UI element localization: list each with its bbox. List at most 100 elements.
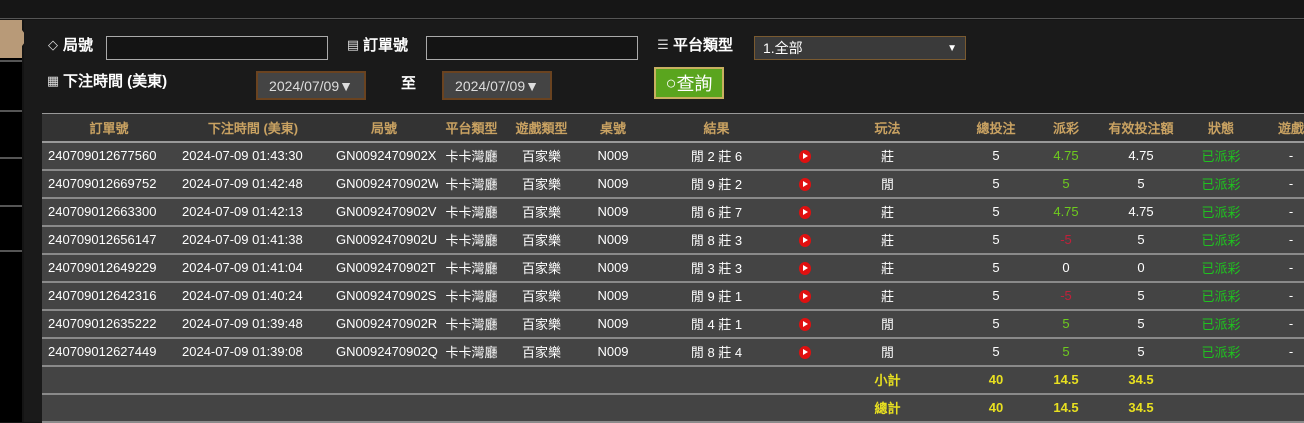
platform-type: 卡卡灣廳 <box>438 337 505 367</box>
bet-time: 2024-07-09 01:41:38 <box>176 225 330 255</box>
platform-select[interactable]: 1.全部 ▼ <box>754 36 966 60</box>
bet-option: 莊 <box>825 253 950 283</box>
table-row: 240709012677560 2024-07-09 01:43:30 GN0092… <box>42 141 1304 171</box>
table-row: 240709012635222 2024-07-09 01:39:48 GN0092… <box>42 309 1304 339</box>
date-from-picker[interactable]: 2024/07/09▼ <box>256 71 366 100</box>
valid-bet: 0 <box>1090 253 1192 283</box>
game-extra: - <box>1250 225 1304 255</box>
video-cell[interactable] <box>785 337 825 367</box>
valid-bet: 34.5 <box>1090 393 1192 423</box>
bet-option: 莊 <box>825 281 950 311</box>
video-cell[interactable] <box>785 141 825 171</box>
video-cell[interactable] <box>785 281 825 311</box>
video-cell[interactable] <box>785 169 825 199</box>
valid-bet: 34.5 <box>1090 365 1192 395</box>
play-video-icon[interactable] <box>799 206 811 220</box>
platform-type: 卡卡灣廳 <box>438 197 505 227</box>
video-cell[interactable] <box>785 309 825 339</box>
order-number: 240709012627449 <box>42 337 176 367</box>
game-type: 百家樂 <box>505 309 578 339</box>
order-input[interactable] <box>426 36 638 60</box>
empty-cell <box>505 365 578 395</box>
valid-bet: 4.75 <box>1090 197 1192 227</box>
empty-cell <box>1192 393 1250 423</box>
result: 閒 9 莊 1 <box>648 281 785 311</box>
column-header: 有效投注額 <box>1090 113 1192 143</box>
table-row: 240709012642316 2024-07-09 01:40:24 GN0092… <box>42 281 1304 311</box>
play-video-icon[interactable] <box>799 290 811 304</box>
order-number: 240709012635222 <box>42 309 176 339</box>
empty-cell <box>176 365 330 395</box>
top-bar <box>0 0 1304 19</box>
round-id: GN0092470902T <box>330 253 438 283</box>
video-cell[interactable] <box>785 225 825 255</box>
play-video-icon[interactable] <box>799 318 811 332</box>
play-video-icon[interactable] <box>799 150 811 164</box>
order-number: 240709012656147 <box>42 225 176 255</box>
platform-type: 卡卡灣廳 <box>438 281 505 311</box>
game-type: 百家樂 <box>505 197 578 227</box>
bet-time: 2024-07-09 01:42:48 <box>176 169 330 199</box>
bet-records-table: 訂單號 下注時間 (美東) 局號 平台類型 遊戲類型 桌號 結果 玩法 總投注 派彩 有效投注額 狀態… <box>42 113 1304 423</box>
platform-selected: 1.全部 <box>763 40 803 56</box>
empty-cell <box>1250 393 1304 423</box>
empty-cell <box>648 393 785 423</box>
platform-type: 卡卡灣廳 <box>438 141 505 171</box>
play-video-icon[interactable] <box>799 346 811 360</box>
game-extra: - <box>1250 281 1304 311</box>
platform-type: 卡卡灣廳 <box>438 309 505 339</box>
payout: -5 <box>1042 225 1090 255</box>
video-cell[interactable] <box>785 197 825 227</box>
payout: 0 <box>1042 253 1090 283</box>
round-input[interactable] <box>106 36 328 60</box>
payout: 5 <box>1042 169 1090 199</box>
game-extra: - <box>1250 309 1304 339</box>
result: 閒 2 莊 6 <box>648 141 785 171</box>
table-number: N009 <box>578 309 648 339</box>
payout: 5 <box>1042 309 1090 339</box>
total-bet: 40 <box>950 393 1042 423</box>
bet-option: 莊 <box>825 197 950 227</box>
divider <box>0 250 22 252</box>
empty-cell <box>42 365 176 395</box>
search-icon: ○ <box>665 72 677 93</box>
platform-label-text: 平台類型 <box>673 37 734 54</box>
empty-cell <box>176 393 330 423</box>
total-bet: 40 <box>950 365 1042 395</box>
sidebar-active-tab[interactable] <box>0 20 28 58</box>
game-extra: - <box>1250 141 1304 171</box>
query-label: 查詢 <box>676 74 713 94</box>
total-bet: 5 <box>950 169 1042 199</box>
status: 已派彩 <box>1192 197 1250 227</box>
play-video-icon[interactable] <box>799 262 811 276</box>
date-to-picker[interactable]: 2024/07/09▼ <box>442 71 552 100</box>
payout: 14.5 <box>1042 365 1090 395</box>
empty-cell <box>330 365 438 395</box>
payout: 4.75 <box>1042 197 1090 227</box>
sidebar <box>0 20 28 422</box>
play-video-icon[interactable] <box>799 234 811 248</box>
calendar-icon: ▦ <box>46 72 60 88</box>
empty-cell <box>1250 365 1304 395</box>
video-cell[interactable] <box>785 253 825 283</box>
empty-cell <box>578 365 648 395</box>
total-bet: 5 <box>950 141 1042 171</box>
result: 閒 8 莊 3 <box>648 225 785 255</box>
game-extra: - <box>1250 169 1304 199</box>
bet-time: 2024-07-09 01:40:24 <box>176 281 330 311</box>
valid-bet: 5 <box>1090 225 1192 255</box>
time-label-text: 下注時間 (美東) <box>63 73 168 90</box>
column-header: 遊戲類型 <box>505 113 578 143</box>
game-type: 百家樂 <box>505 225 578 255</box>
query-button[interactable]: ○ 查詢 <box>654 67 724 99</box>
result: 閒 8 莊 4 <box>648 337 785 367</box>
column-header: 桌號 <box>578 113 648 143</box>
round-label-text: 局號 <box>63 37 94 54</box>
status: 已派彩 <box>1192 253 1250 283</box>
game-type: 百家樂 <box>505 253 578 283</box>
table-number: N009 <box>578 141 648 171</box>
play-video-icon[interactable] <box>799 178 811 192</box>
column-header: 局號 <box>330 113 438 143</box>
status: 已派彩 <box>1192 169 1250 199</box>
subtotal-row: 小計 40 14.5 34.5 <box>42 365 1304 395</box>
